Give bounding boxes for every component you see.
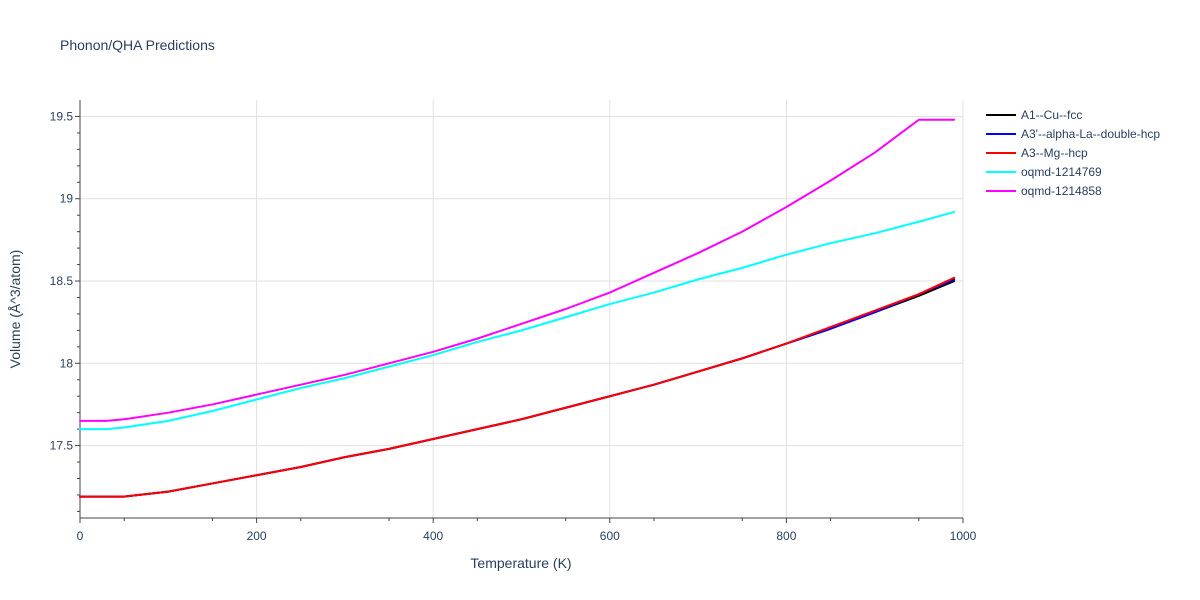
y-tick-label: 19	[60, 192, 74, 206]
series-line-3	[79, 276, 956, 498]
chart-title: Phonon/QHA Predictions	[60, 37, 215, 53]
legend-item[interactable]: oqmd-1214858	[986, 184, 1102, 198]
x-tick-label: 200	[247, 529, 267, 543]
legend-item[interactable]: A1--Cu--fcc	[986, 108, 1082, 122]
legend-item[interactable]: A3'--alpha-La--double-hcp	[986, 127, 1160, 141]
x-axis-title: Temperature (K)	[470, 555, 571, 571]
y-tick-label: 18.5	[50, 274, 74, 288]
x-tick-label: 800	[776, 529, 796, 543]
axes	[75, 100, 964, 523]
x-tick-label: 400	[423, 529, 443, 543]
tick-labels: 0 200 400 600 800 1000 17.5 18 18.5 19 19.5	[50, 109, 977, 543]
legend-label: A3--Mg--hcp	[1021, 146, 1088, 160]
legend-item[interactable]: A3--Mg--hcp	[986, 146, 1088, 160]
x-tick-label: 0	[77, 529, 84, 543]
legend-item[interactable]: oqmd-1214769	[986, 165, 1102, 179]
legend-label: A1--Cu--fcc	[1021, 108, 1082, 122]
series-line-4	[79, 210, 956, 431]
series-line-5	[79, 118, 956, 422]
series-lines	[79, 118, 956, 498]
grid	[80, 100, 964, 518]
x-tick-label: 1000	[950, 529, 977, 543]
legend-label: oqmd-1214858	[1021, 184, 1102, 198]
legend-label: A3'--alpha-La--double-hcp	[1021, 127, 1160, 141]
series-line-2	[79, 278, 956, 498]
y-axis-title: Volume (Å^3/atom)	[7, 250, 23, 369]
series-line-1	[79, 280, 956, 498]
y-tick-label: 18	[60, 356, 74, 370]
y-tick-label: 19.5	[50, 109, 74, 123]
legend-label: oqmd-1214769	[1021, 165, 1102, 179]
x-tick-label: 600	[600, 529, 620, 543]
y-tick-label: 17.5	[50, 439, 74, 453]
legend: A1--Cu--fcc A3'--alpha-La--double-hcp A3--…	[986, 108, 1160, 198]
